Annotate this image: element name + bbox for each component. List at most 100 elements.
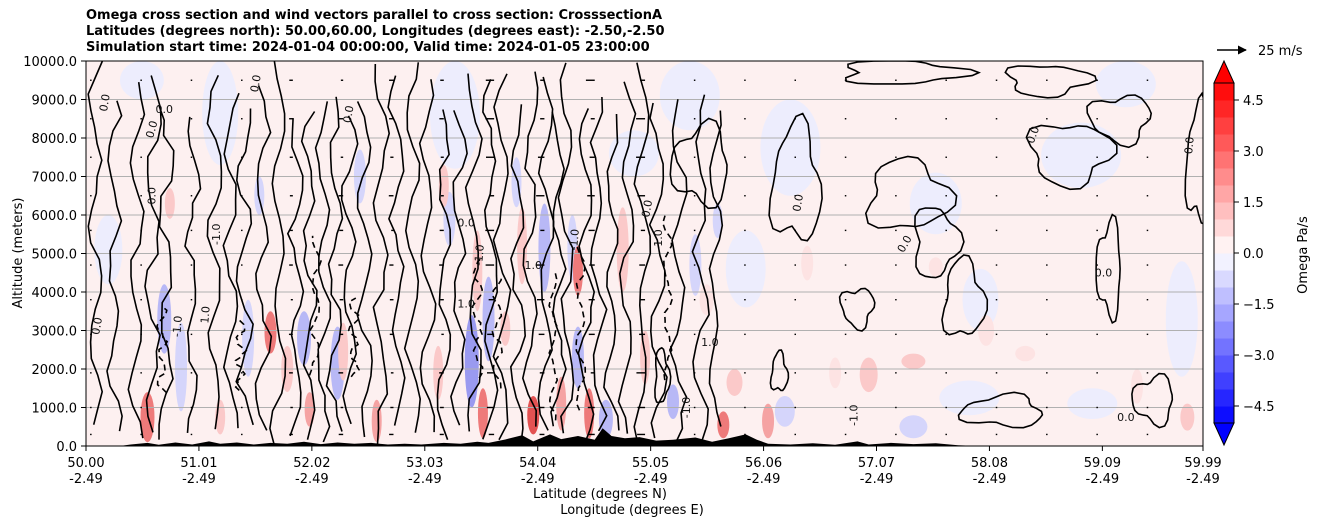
contour-label-16: -1.0 (652, 229, 665, 250)
omega-patch-64 (500, 311, 511, 346)
omega-patch-11 (1067, 388, 1118, 420)
contour-label-25: -1.0 (680, 397, 693, 418)
contour-label-2: 0.0 (156, 103, 174, 116)
contour-label-13: 1.0 (524, 259, 542, 272)
contour-label-23: 0.0 (1182, 136, 1196, 155)
x-axis-ticks: 50.00-2.4951.01-2.4952.02-2.4953.03-2.49… (67, 446, 1222, 487)
contour-line-19 (403, 62, 422, 433)
contour-label-11: 1.0 (457, 297, 475, 310)
contour-label-14: -1.0 (567, 228, 582, 251)
omega-patch-66 (801, 245, 814, 281)
contour-line-43 (347, 297, 361, 378)
x-tick-label-lon-9: -2.49 (1086, 472, 1120, 487)
omega-patch-61 (1180, 403, 1195, 431)
omega-patch-45 (517, 207, 528, 285)
colorbar-band-11 (1214, 219, 1234, 237)
omega-patch-5 (760, 99, 821, 196)
contour-line-15 (340, 115, 359, 425)
contour-label-6: -1.0 (170, 315, 185, 338)
x-tick-label-lat-5: 55.05 (632, 456, 669, 471)
contour-line-59 (1004, 65, 1098, 99)
y-tick-label-0: 0.0 (56, 440, 77, 455)
contour-line-14 (325, 96, 344, 432)
contour-lines (87, 61, 1203, 446)
colorbar-tick-label-6: −4.5 (1243, 400, 1275, 415)
colorbar-band-10 (1214, 236, 1234, 254)
contour-line-18 (387, 75, 406, 426)
omega-patch-60 (1131, 369, 1144, 404)
omega-patch-39 (338, 322, 349, 381)
omega-patch-44 (477, 388, 488, 439)
contour-line-50 (768, 112, 823, 242)
omega-patch-50 (616, 207, 629, 292)
x-axis-label-longitude: Longitude (degrees E) (560, 503, 704, 518)
x-tick-label-lat-9: 59.09 (1084, 456, 1121, 471)
plot-area: 0.0 0.0 0.0 0.0 0.0 -1.0 -1.0 1.0 0.0 0.0 0.0 1.0 -1… (86, 61, 1203, 446)
chart-title-line-3: Simulation start time: 2024-01-04 00:00:… (86, 40, 650, 55)
chart-title-line-1: Omega cross section and wind vectors par… (86, 8, 663, 23)
contour-label-20: 0.0 (1024, 124, 1042, 145)
omega-patch-15 (157, 284, 172, 354)
contour-line-23 (464, 73, 483, 432)
contour-line-0 (87, 61, 104, 425)
contour-label-15: 0.0 (639, 199, 655, 218)
colorbar-extend-max (1213, 59, 1235, 84)
contour-line-62 (957, 391, 1044, 429)
contour-line-13 (314, 101, 332, 443)
omega-patch-14 (608, 130, 659, 177)
contour-line-44 (471, 256, 484, 379)
omega-patch-10 (939, 380, 1000, 416)
contour-line-51 (864, 155, 958, 229)
contour-labels: 0.0 0.0 0.0 0.0 0.0 -1.0 -1.0 1.0 0.0 0.0 0.0 1.0 -1… (89, 74, 1197, 426)
contour-label-22: 0.0 (1117, 411, 1135, 424)
contour-line-9 (254, 85, 273, 431)
colorbar-band-15 (1214, 151, 1234, 169)
x-tick-label-lon-4: -2.49 (521, 472, 555, 487)
contour-label-0: 0.0 (143, 119, 160, 139)
y-tick-label-1: 1000.0 (32, 402, 78, 417)
x-tick-label-lon-7: -2.49 (860, 472, 894, 487)
contour-label-8: 0.0 (248, 74, 264, 93)
colorbar-band-19 (1214, 83, 1234, 101)
contour-line-24 (482, 78, 499, 440)
colorbar-band-13 (1214, 185, 1234, 203)
omega-patch-52 (717, 411, 730, 439)
x-tick-label-lat-3: 53.03 (406, 456, 443, 471)
contour-label-7: 1.0 (198, 306, 212, 325)
y-tick-label-4: 4000.0 (32, 286, 78, 301)
colorbar-tick-label-3: 0.0 (1243, 247, 1264, 262)
contour-label-3: 0.0 (89, 316, 105, 335)
y-axis-label: Altitude (meters) (11, 198, 26, 309)
contour-line-53 (1025, 124, 1118, 191)
colorbar-band-17 (1214, 117, 1234, 135)
x-axis-label-latitude: Latitude (degrees N) (533, 487, 667, 502)
contour-label-1: 0.0 (97, 93, 113, 112)
contour-line-45 (491, 274, 503, 389)
contour-line-22 (450, 110, 468, 426)
omega-patch-7 (1095, 61, 1156, 108)
colorbar-extend-min (1213, 422, 1235, 447)
x-tick-label-lon-6: -2.49 (747, 472, 781, 487)
terrain-profile (86, 428, 1203, 446)
contour-line-5 (184, 116, 202, 433)
omega-patch-30 (774, 395, 795, 427)
y-tick-label-10: 10000.0 (23, 55, 77, 70)
omega-patch-37 (264, 311, 277, 354)
contour-line-49 (669, 117, 728, 210)
contour-line-34 (617, 81, 637, 434)
colorbar-tick-label-2: 1.5 (1243, 196, 1264, 211)
colorbar-band-1 (1214, 389, 1234, 407)
y-axis-ticks: 0.0 1000.0 2000.0 3000.0 4000.0 5000.0 6000.0 7… (23, 55, 86, 455)
omega-patch-48 (572, 245, 583, 296)
omega-patch-41 (433, 345, 444, 400)
contour-line-16 (356, 101, 373, 438)
contour-line-38 (691, 94, 710, 441)
colorbar-band-6 (1214, 304, 1234, 322)
contour-line-12 (300, 111, 318, 440)
colorbar-band-3 (1214, 355, 1234, 373)
contour-line-17 (372, 63, 391, 446)
contour-line-57 (941, 254, 989, 336)
omega-patch-18 (297, 311, 312, 366)
x-tick-label-lon-5: -2.49 (634, 472, 668, 487)
